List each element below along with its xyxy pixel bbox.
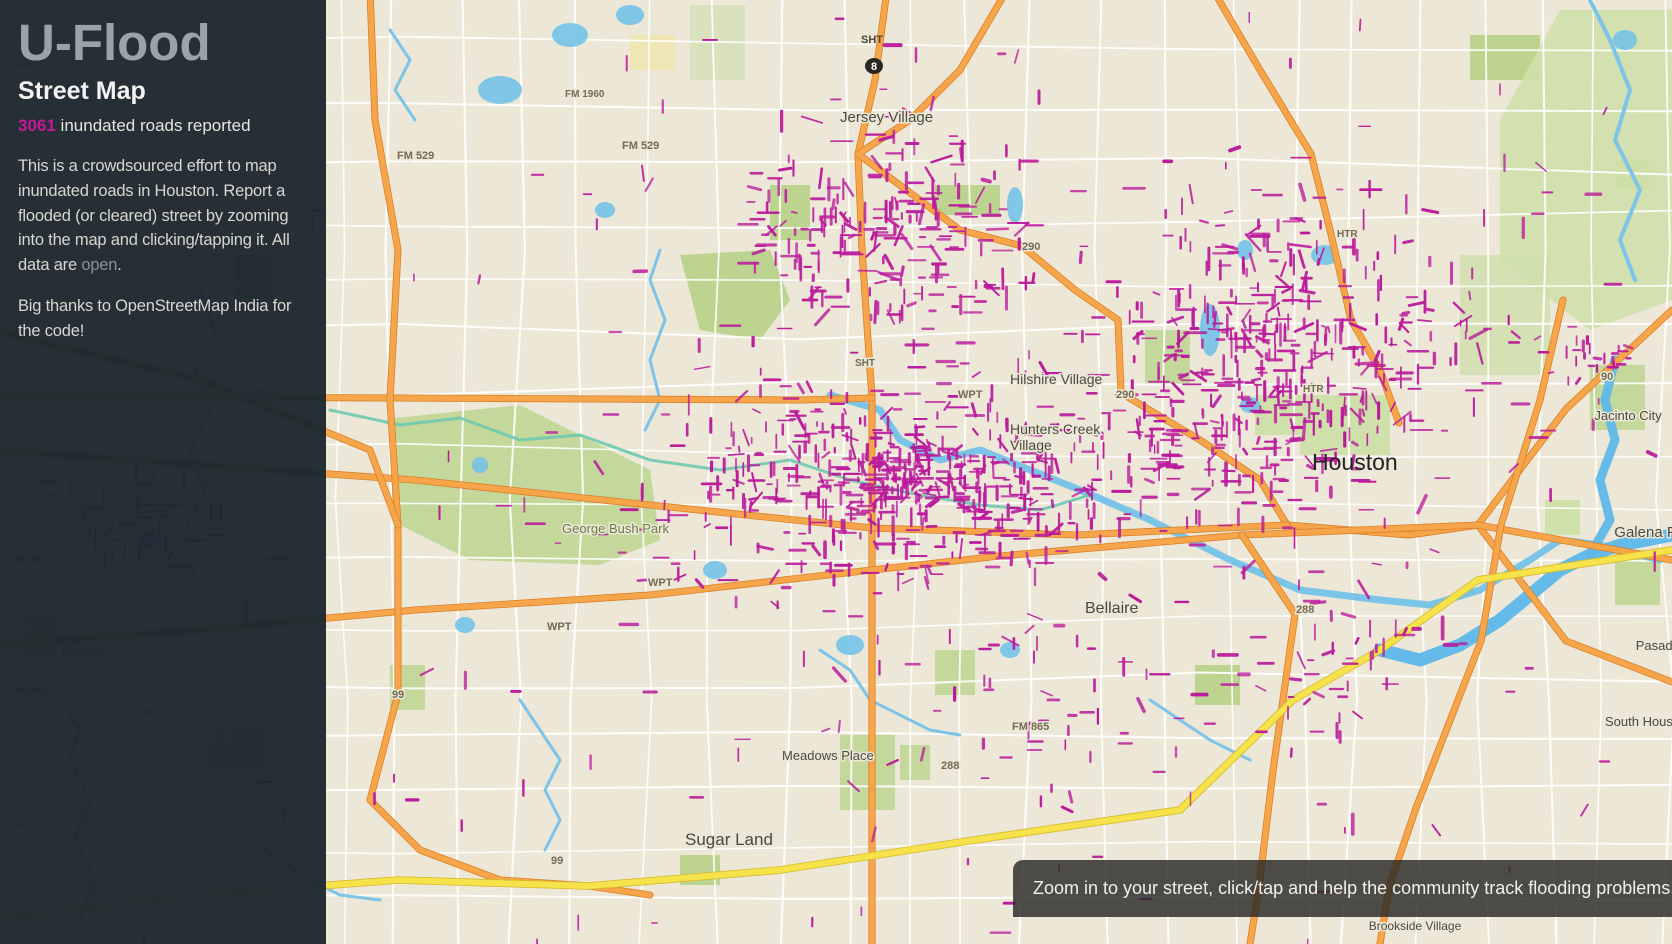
- svg-text:Pasadena: Pasadena: [1636, 638, 1672, 653]
- svg-text:99: 99: [392, 689, 404, 701]
- svg-text:Galena Park: Galena Park: [1614, 524, 1672, 541]
- svg-text:Hilshire Village: Hilshire Village: [1010, 371, 1103, 387]
- svg-text:Meadows Place: Meadows Place: [782, 748, 874, 763]
- svg-text:Hunters Creek: Hunters Creek: [1010, 421, 1101, 437]
- svg-text:Houston: Houston: [1312, 449, 1398, 475]
- svg-text:HTR: HTR: [1303, 384, 1324, 395]
- svg-text:Brookside Village: Brookside Village: [1369, 919, 1462, 933]
- svg-text:290: 290: [1116, 389, 1134, 401]
- svg-text:SHT: SHT: [855, 358, 875, 369]
- svg-text:Bellaire: Bellaire: [1085, 600, 1138, 617]
- svg-text:FM 1960: FM 1960: [565, 89, 605, 100]
- svg-text:288: 288: [1296, 604, 1314, 616]
- svg-text:FM 529: FM 529: [622, 140, 659, 152]
- svg-text:288: 288: [941, 760, 959, 772]
- svg-text:George Bush Park: George Bush Park: [562, 521, 669, 536]
- svg-text:FM 865: FM 865: [1012, 721, 1049, 733]
- svg-text:Jacinto City: Jacinto City: [1594, 408, 1662, 423]
- svg-text:WPT: WPT: [648, 577, 673, 589]
- svg-text:Jersey Village: Jersey Village: [840, 109, 933, 126]
- svg-text:Village: Village: [1010, 437, 1052, 453]
- svg-text:Sugar Land: Sugar Land: [685, 830, 773, 849]
- svg-text:99: 99: [551, 855, 563, 867]
- svg-text:WPT: WPT: [547, 621, 572, 633]
- svg-text:290: 290: [1022, 241, 1040, 253]
- svg-text:South Houston: South Houston: [1605, 714, 1672, 729]
- svg-text:FM 529: FM 529: [397, 150, 434, 162]
- svg-text:SHT: SHT: [861, 34, 883, 46]
- svg-text:8: 8: [871, 61, 877, 73]
- svg-text:HTR: HTR: [1337, 229, 1358, 240]
- svg-text:WPT: WPT: [958, 389, 983, 401]
- svg-text:90: 90: [1601, 371, 1613, 383]
